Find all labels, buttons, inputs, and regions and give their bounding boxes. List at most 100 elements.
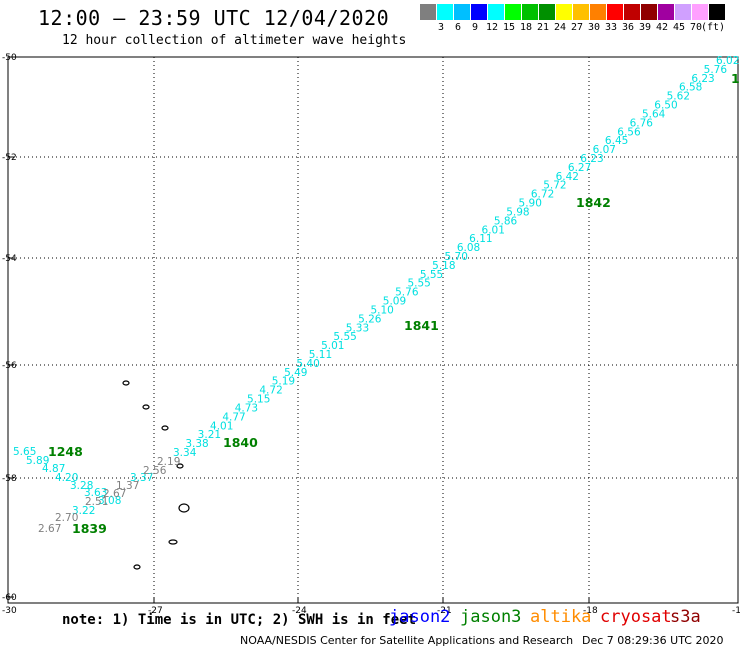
lon-label: -24 xyxy=(292,606,307,616)
lat-label: -56 xyxy=(2,361,17,371)
footer-note: note: 1) Time is in UTC; 2) SWH is in fe… xyxy=(62,612,417,628)
lon-label: -30 xyxy=(2,606,17,616)
scale-label: 12 xyxy=(485,22,499,33)
scale-swatch xyxy=(658,4,674,20)
scale-label: 6 xyxy=(454,22,462,33)
wave-height-label: 6.50 xyxy=(654,100,677,112)
satellite-s3a: s3a xyxy=(670,607,701,627)
scale-swatch xyxy=(539,4,555,20)
wave-height-label: 5.55 xyxy=(333,331,356,343)
scale-label: 36 xyxy=(621,22,635,33)
scale-label: 3 xyxy=(437,22,445,33)
scale-label: 9 xyxy=(471,22,479,33)
island-outline xyxy=(122,380,130,386)
scale-label: 15 xyxy=(502,22,516,33)
wave-height-label: 5.11 xyxy=(309,349,332,361)
wave-height-label: 5.90 xyxy=(519,198,542,210)
lat-label: -50 xyxy=(2,53,17,63)
wave-height-label: 5.55 xyxy=(420,269,443,281)
scale-label: 21 xyxy=(536,22,550,33)
wave-height-label: 5.76 xyxy=(395,287,419,299)
satellite-altika: altika xyxy=(530,607,592,627)
scale-label: 24 xyxy=(553,22,567,33)
wave-height-label: 2.56 xyxy=(143,465,167,477)
wave-height-label: 4.77 xyxy=(222,411,245,423)
wave-height-label: 2.19 xyxy=(157,456,180,468)
wave-height-label: 5.49 xyxy=(284,367,307,379)
scale-label: 27 xyxy=(570,22,584,33)
track-id-label[interactable]: 1842 xyxy=(576,195,611,210)
wave-height-label: 5.55 xyxy=(407,278,430,290)
wave-height-label: 5.18 xyxy=(432,260,455,272)
wave-height-label: 6.56 xyxy=(617,126,641,138)
wave-height-label: 5.10 xyxy=(370,304,393,316)
wave-height-label: 6.58 xyxy=(679,82,702,94)
scale-swatch xyxy=(488,4,504,20)
island-outline xyxy=(168,539,178,545)
wave-height-label: 5.19 xyxy=(272,376,295,388)
wave-height-label: 2.67 xyxy=(38,523,61,535)
scale-label: 39 xyxy=(638,22,652,33)
wave-height-label: 6.01 xyxy=(482,224,505,236)
scale-swatch xyxy=(454,4,470,20)
scale-label: 30 xyxy=(587,22,601,33)
credit-timestamp: Dec 7 08:29:36 UTC 2020 xyxy=(582,634,724,647)
wave-height-label: 5.26 xyxy=(358,313,382,325)
wave-height-label: 5.72 xyxy=(543,180,566,192)
credit-text: NOAA/NESDIS Center for Satellite Applica… xyxy=(240,634,574,647)
wave-height-label: 6.27 xyxy=(568,162,591,174)
lon-label: -21 xyxy=(437,606,452,616)
wave-height-label: 4.87 xyxy=(42,463,65,475)
island-outline xyxy=(161,425,169,431)
lat-label: -54 xyxy=(2,254,17,264)
scale-swatch xyxy=(522,4,538,20)
wave-height-label: 4.01 xyxy=(210,420,233,432)
island-outline xyxy=(176,463,184,469)
scale-label: 45 xyxy=(672,22,686,33)
wave-height-label: 5.62 xyxy=(667,91,690,103)
wave-height-label: 5.76 xyxy=(704,64,728,76)
wave-height-label: 6.11 xyxy=(469,233,492,245)
track-id-label[interactable]: 1841 xyxy=(404,318,439,333)
scale-swatch xyxy=(471,4,487,20)
lon-label: -15 xyxy=(732,606,740,616)
island-outline xyxy=(178,503,190,513)
wave-height-label: 6.72 xyxy=(531,189,554,201)
scale-label: 33 xyxy=(604,22,618,33)
wave-height-label: 6.42 xyxy=(556,171,579,183)
track-id-label[interactable]: 1248 xyxy=(48,444,83,459)
wave-height-label: 4.72 xyxy=(259,385,282,397)
scale-swatch xyxy=(590,4,606,20)
wave-height-label: 6.23 xyxy=(580,153,603,165)
map-title: 12:00 – 23:59 UTC 12/04/2020 xyxy=(38,6,390,30)
wave-height-label: 5.40 xyxy=(296,358,319,370)
scale-swatch xyxy=(607,4,623,20)
map-frame xyxy=(7,56,739,604)
wave-height-label: 2.67 xyxy=(103,488,126,500)
track-id-label[interactable]: 1839 xyxy=(72,521,107,536)
lon-label: -27 xyxy=(148,606,163,616)
wave-height-label: 5.64 xyxy=(642,108,666,120)
wave-height-label: 3.37 xyxy=(130,472,153,484)
wave-height-label: 5.01 xyxy=(321,340,344,352)
satellite-jason3: jason3 xyxy=(460,607,522,627)
track-id-label[interactable]: 1 xyxy=(731,71,740,86)
scale-swatch xyxy=(641,4,657,20)
wave-height-label: 5.98 xyxy=(506,206,529,218)
scale-swatch xyxy=(556,4,572,20)
wave-height-label: 3.63 xyxy=(84,487,107,499)
wave-height-label: 6.07 xyxy=(593,144,616,156)
wave-height-label: 4.20 xyxy=(55,472,78,484)
scale-swatch xyxy=(420,4,436,20)
lat-label: -58 xyxy=(2,474,17,484)
satellite-cryosat: cryosat xyxy=(600,607,672,627)
scale-swatch xyxy=(709,4,725,20)
wave-height-label: 3.28 xyxy=(70,480,93,492)
track-id-label[interactable]: 1840 xyxy=(223,435,258,450)
scale-swatch xyxy=(505,4,521,20)
wave-height-label: 5.89 xyxy=(26,455,49,467)
wave-height-label: 2.70 xyxy=(55,512,78,524)
scale-label: 42 xyxy=(655,22,669,33)
island-outline xyxy=(133,564,141,570)
